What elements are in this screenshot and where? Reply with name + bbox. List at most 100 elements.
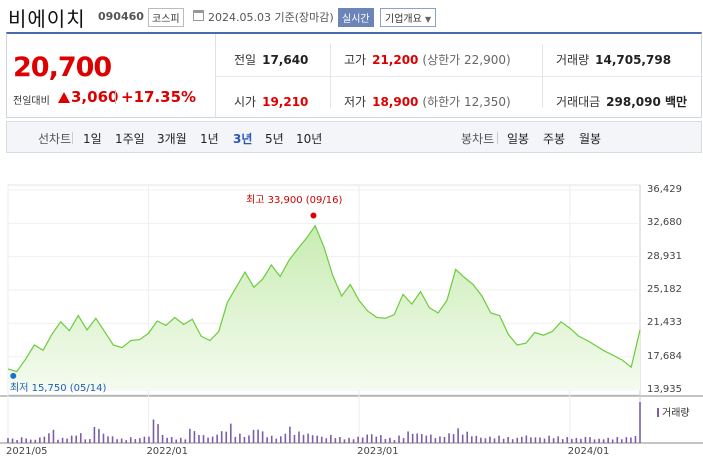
stat-label: 거래량: [556, 53, 590, 67]
volume-bar: [634, 436, 637, 443]
divider: [330, 44, 331, 108]
volume-bar: [575, 438, 578, 443]
y-tick-label: 36,429: [647, 184, 682, 195]
tab-1w[interactable]: 1주일: [115, 132, 145, 146]
volume-bar: [625, 437, 628, 443]
volume-bar: [289, 426, 291, 443]
volume-bar: [470, 436, 473, 443]
volume-bar: [570, 438, 573, 443]
realtime-button[interactable]: 실시간: [338, 8, 374, 27]
volume-bar: [580, 438, 582, 443]
volume-bar: [298, 431, 300, 443]
company-overview-dropdown[interactable]: 기업개요 ▼: [380, 8, 437, 27]
volume-bar: [11, 438, 14, 443]
volume-bar: [75, 435, 78, 443]
tab-monthly-candle[interactable]: 월봉: [579, 132, 602, 146]
volume-bar: [111, 436, 114, 443]
volume-bar: [161, 434, 164, 443]
volume-bar: [29, 439, 32, 443]
volume-bar: [7, 438, 9, 443]
tab-3m[interactable]: 3개월: [157, 132, 187, 146]
volume-bar: [425, 435, 428, 443]
tab-daily-candle[interactable]: 일봉: [507, 132, 530, 146]
volume-bar: [25, 438, 27, 443]
y-tick-label: 21,433: [647, 317, 682, 329]
tab-5y[interactable]: 5년: [265, 132, 284, 146]
volume-bar: [270, 435, 273, 443]
volume-bar: [280, 436, 282, 443]
volume-bar: [184, 439, 187, 443]
volume-bar: [530, 437, 532, 443]
volume-bar: [525, 435, 528, 443]
volume-bar: [266, 437, 268, 443]
candle-chart-label: 봉차트: [461, 132, 495, 146]
volume-bar: [434, 438, 437, 443]
volume-bar: [225, 431, 228, 443]
price-area: [8, 225, 640, 390]
chart-period-tabs: 선차트 1일 1주일 3개월 1년 3년 5년 10년 봉차트 일봉 주봉 월봉: [6, 121, 702, 153]
stat-low: 저가 18,900 (하한가 12,350): [344, 93, 511, 110]
volume-bar: [252, 429, 255, 443]
stat-high: 고가 21,200 (상한가 22,900): [344, 51, 511, 68]
volume-bar: [448, 433, 450, 443]
volume-bar: [66, 438, 68, 443]
volume-bar: [89, 439, 91, 443]
volume-bar: [493, 438, 496, 443]
volume-legend: 거래량: [657, 404, 690, 419]
volume-bar: [202, 435, 205, 443]
volume-bar: [357, 436, 359, 443]
volume-bar: [52, 429, 55, 443]
volume-bar: [125, 440, 128, 443]
y-tick-label: 25,182: [647, 284, 682, 295]
volume-bar: [193, 431, 196, 443]
volume-bar: [439, 436, 441, 443]
y-tick-label: 32,680: [647, 217, 682, 229]
divider: [216, 76, 703, 77]
volume-bar: [175, 439, 178, 443]
volume-bar: [330, 434, 332, 443]
min-price-marker: [10, 372, 17, 379]
base-date: 2024.05.03 기준(장마감): [208, 11, 334, 24]
volume-bar: [443, 436, 446, 443]
volume-bar: [120, 438, 123, 443]
company-overview-label: 기업개요: [385, 14, 422, 25]
volume-bar: [339, 437, 341, 443]
volume-bar: [398, 435, 400, 443]
volume-bar: [502, 438, 505, 443]
volume-bar: [293, 434, 296, 443]
volume-bar: [516, 437, 519, 443]
x-tick-label: 2024/01: [567, 446, 610, 457]
volume-bar: [157, 424, 159, 443]
volume-bar: [402, 438, 405, 443]
volume-bar: [584, 437, 587, 443]
volume-bar: [348, 437, 350, 443]
tab-10y[interactable]: 10년: [296, 132, 323, 146]
stock-code: 090460: [98, 10, 144, 23]
tab-1y[interactable]: 1년: [200, 132, 219, 146]
tab-1d[interactable]: 1일: [83, 132, 102, 146]
change-label: 전일대비: [13, 96, 50, 107]
volume-bar: [548, 435, 550, 443]
volume-bar: [366, 434, 368, 443]
chart-canvas: [0, 184, 703, 444]
volume-bar: [39, 437, 41, 443]
tab-weekly-candle[interactable]: 주봉: [543, 132, 566, 146]
volume-bar: [179, 437, 182, 443]
stat-amount: 거래대금 298,090 백만: [556, 93, 687, 110]
volume-bar: [207, 437, 209, 443]
volume-bar: [198, 435, 200, 443]
volume-bar: [489, 436, 491, 443]
volume-bar: [79, 433, 82, 443]
volume-bar: [598, 438, 600, 443]
volume-bar: [16, 440, 18, 443]
tab-3y[interactable]: 3년: [233, 132, 253, 146]
volume-bar: [484, 438, 487, 443]
volume-bar: [393, 440, 396, 443]
volume-bar: [498, 435, 500, 443]
stat-value: 17,640: [262, 53, 309, 67]
volume-bar: [320, 436, 323, 443]
volume-bar: [61, 437, 64, 443]
y-tick-label: 28,931: [647, 250, 682, 262]
volume-bar: [384, 438, 387, 443]
current-price: 20,700: [13, 52, 112, 83]
